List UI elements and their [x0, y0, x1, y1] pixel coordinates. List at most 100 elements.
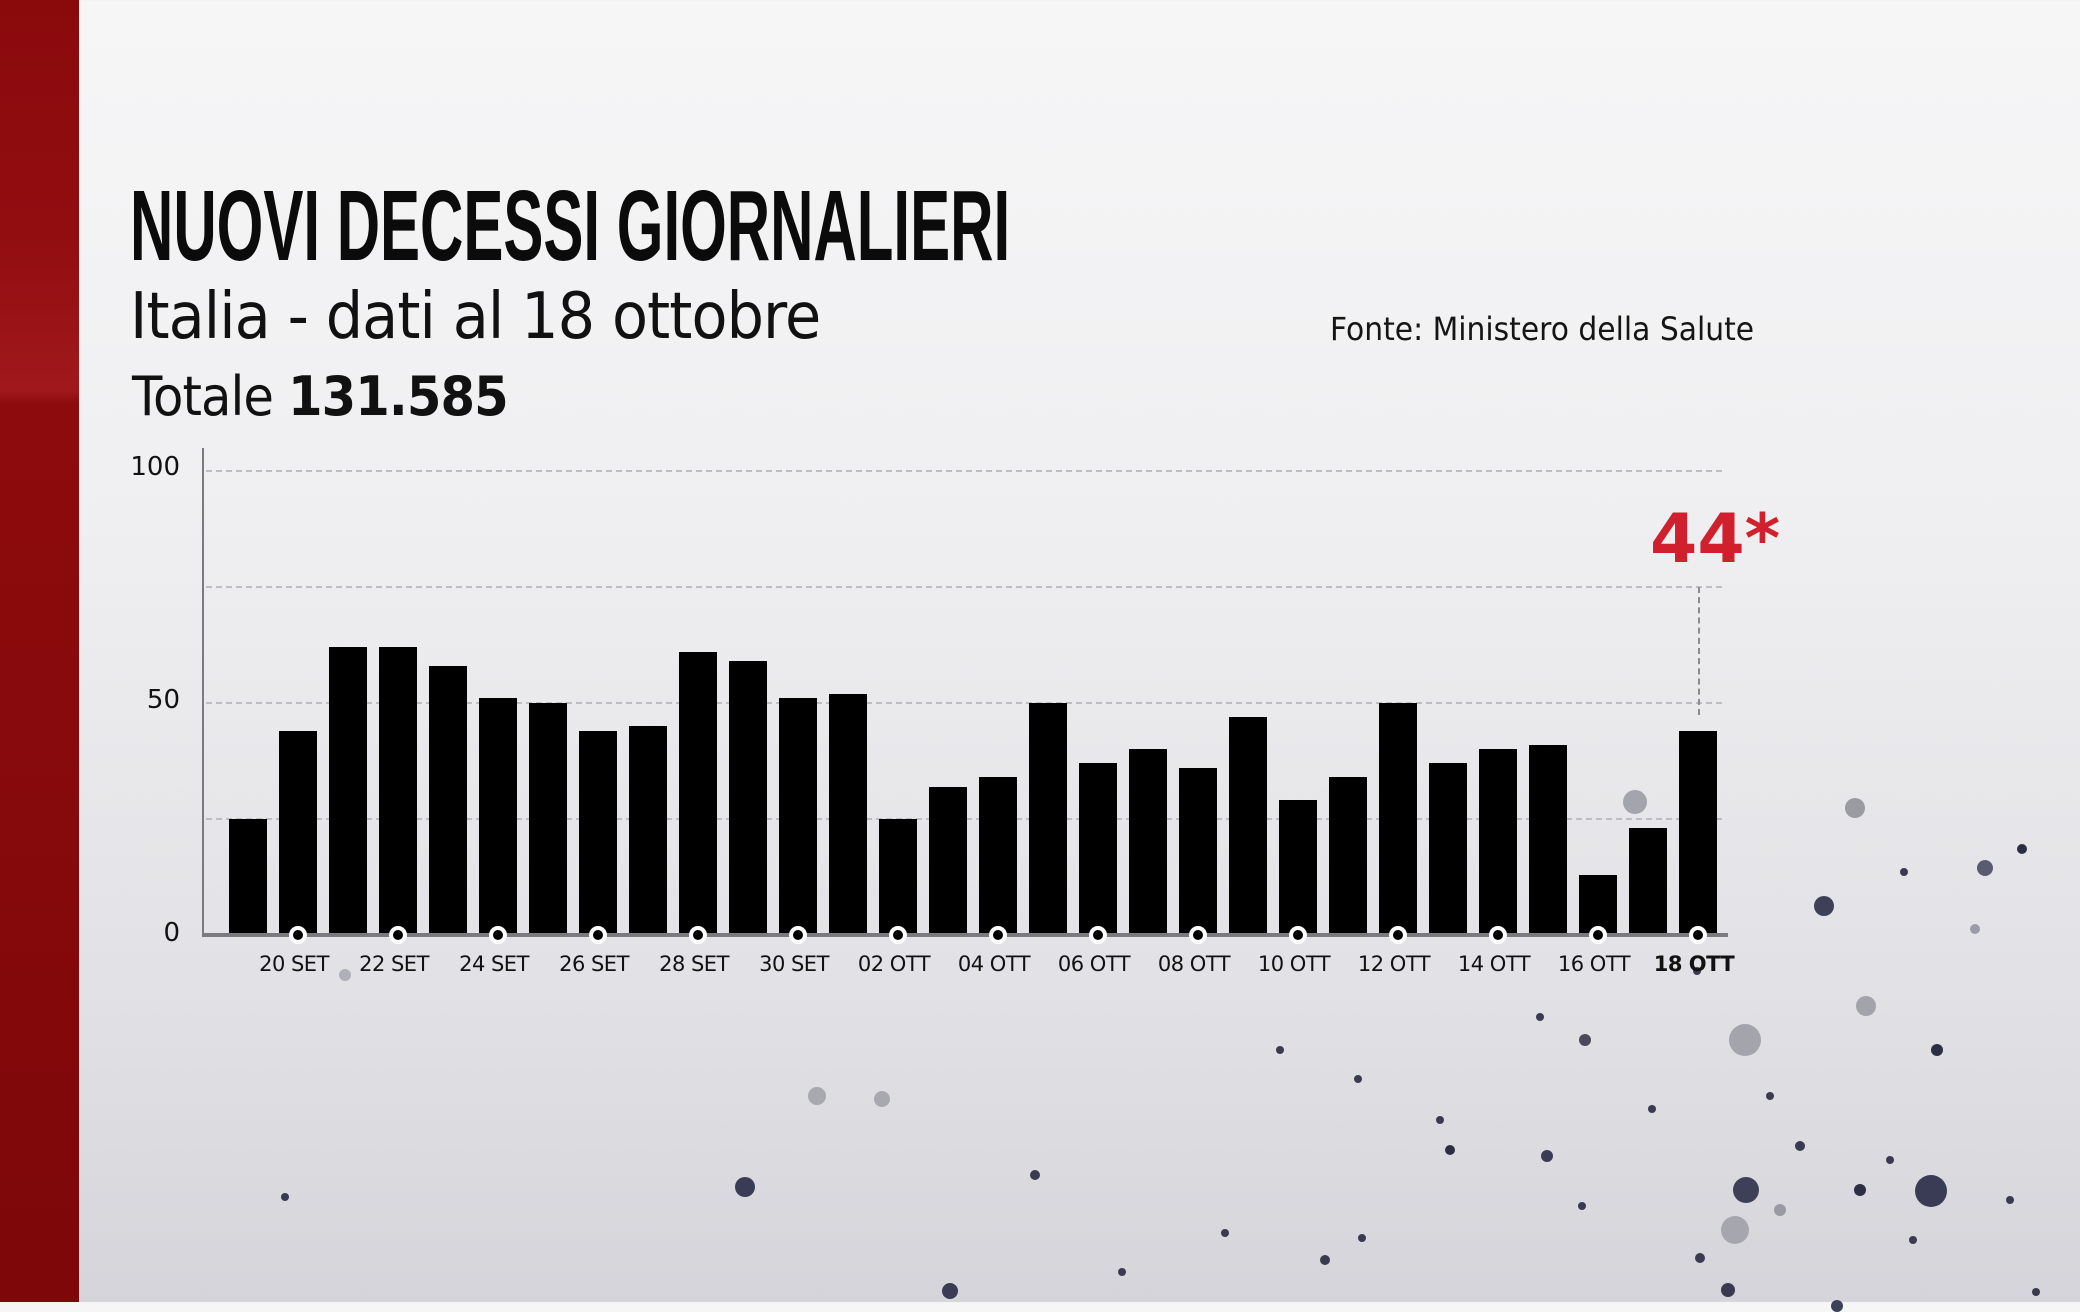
chart-title: NUOVI DECESSI GIORNALIERI [130, 170, 1011, 282]
bar-09-ott [1229, 716, 1267, 935]
latest-value-callout: 44* [1650, 500, 1781, 579]
x-axis [202, 933, 1728, 937]
tick-marker [1289, 926, 1307, 944]
x-tick-label: 28 SET [659, 952, 729, 976]
tick-marker [1189, 926, 1207, 944]
particle-dot [1729, 1024, 1761, 1056]
particle-dot [1795, 1141, 1805, 1151]
particle-dot [2006, 1196, 2014, 1204]
bar-08-ott [1179, 767, 1217, 935]
particle-dot [2032, 1288, 2040, 1296]
x-tick-label: 10 OTT [1257, 952, 1331, 976]
particle-dot [1276, 1046, 1284, 1054]
x-tick-label: 12 OTT [1357, 952, 1431, 976]
gridline-75 [206, 586, 1722, 588]
bar-04-ott [979, 777, 1017, 935]
particle-dot [1579, 1034, 1591, 1046]
particle-dot [339, 969, 351, 981]
tick-marker [489, 926, 507, 944]
bar-22-set [379, 647, 417, 935]
y-tick-0: 0 [163, 918, 180, 948]
bar-11-ott [1329, 777, 1367, 935]
x-tick-label: 18 OTT [1653, 952, 1735, 976]
bar-25-set [529, 703, 567, 935]
tick-marker [1389, 926, 1407, 944]
particle-dot [1358, 1234, 1366, 1242]
particle-dot [1721, 1216, 1749, 1244]
tick-marker [1589, 926, 1607, 944]
bar-01-ott [829, 693, 867, 935]
particle-dot [942, 1283, 958, 1299]
total-label: Totale [132, 365, 274, 428]
particle-dot [1030, 1170, 1040, 1180]
y-tick-50: 50 [146, 685, 180, 715]
bar-18-ott [1679, 730, 1717, 935]
bar-30-set [779, 698, 817, 935]
particle-dot [1915, 1175, 1947, 1207]
callout-leader-line [1698, 587, 1700, 715]
chart-subtitle: Italia - dati al 18 ottobre [130, 280, 821, 354]
brand-side-band [0, 0, 79, 1302]
tick-marker [1089, 926, 1107, 944]
particle-dot [1970, 924, 1980, 934]
total-deaths: Totale 131.585 [132, 365, 509, 428]
bar-02-ott [879, 819, 917, 935]
particle-dot [1721, 1283, 1735, 1297]
bar-14-ott [1479, 749, 1517, 935]
x-tick-label: 20 SET [259, 952, 329, 976]
y-axis [202, 448, 204, 937]
total-value: 131.585 [287, 365, 509, 428]
tick-marker [1689, 926, 1707, 944]
particle-dot [1733, 1177, 1759, 1203]
particle-dot [1900, 868, 1908, 876]
bar-17-ott [1629, 828, 1667, 935]
bar-12-ott [1379, 703, 1417, 935]
particle-dot [1774, 1204, 1786, 1216]
bar-29-set [729, 661, 767, 935]
tick-marker [289, 926, 307, 944]
particle-dot [735, 1177, 755, 1197]
particle-dot [1445, 1145, 1455, 1155]
x-tick-label: 08 OTT [1157, 952, 1231, 976]
particle-dot [1536, 1013, 1544, 1021]
source-credit: Fonte: Ministero della Salute [1330, 310, 1755, 348]
tick-marker [1489, 926, 1507, 944]
particle-dot [1118, 1268, 1126, 1276]
bar-26-set [579, 730, 617, 935]
x-tick-label: 04 OTT [957, 952, 1031, 976]
x-tick-label: 06 OTT [1057, 952, 1131, 976]
particle-dot [1541, 1150, 1553, 1162]
x-tick-label: 24 SET [459, 952, 529, 976]
particle-dot [1648, 1105, 1656, 1113]
particle-dot [1766, 1092, 1774, 1100]
x-tick-label: 26 SET [559, 952, 629, 976]
particle-dot [1854, 1184, 1866, 1196]
x-tick-label: 02 OTT [857, 952, 931, 976]
particle-dot [1693, 967, 1701, 975]
particle-dot [874, 1091, 890, 1107]
tick-marker [889, 926, 907, 944]
bar-05-ott [1029, 703, 1067, 935]
x-tick-label: 16 OTT [1557, 952, 1631, 976]
bar-15-ott [1529, 744, 1567, 935]
bar-07-ott [1129, 749, 1167, 935]
gridline-100 [206, 470, 1722, 472]
particle-dot [1931, 1044, 1943, 1056]
bar-10-ott [1279, 800, 1317, 935]
tick-marker [789, 926, 807, 944]
bar-16-ott [1579, 874, 1617, 935]
particle-dot [1578, 1202, 1586, 1210]
particle-dot [1886, 1156, 1894, 1164]
particle-dot [1436, 1116, 1444, 1124]
particle-dot [1623, 790, 1647, 814]
bar-06-ott [1079, 763, 1117, 935]
particle-dot [1856, 996, 1876, 1016]
bar-21-set [329, 647, 367, 935]
gridline-50 [206, 702, 1722, 704]
tick-marker [389, 926, 407, 944]
bar-20-set [279, 730, 317, 935]
particle-dot [1695, 1253, 1705, 1263]
x-tick-label: 22 SET [359, 952, 429, 976]
tick-marker [989, 926, 1007, 944]
